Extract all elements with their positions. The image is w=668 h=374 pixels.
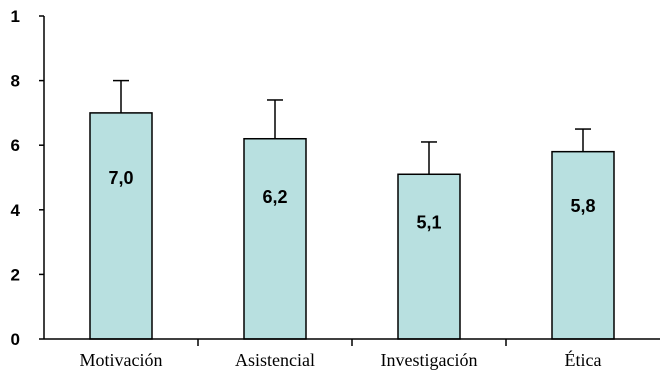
x-tick-label: Ética: [565, 349, 602, 370]
data-labels-group: 7,0 6,2 5,1 5,8: [108, 168, 595, 232]
data-label: 7,0: [108, 168, 133, 188]
data-label: 5,8: [570, 196, 595, 216]
bar-motivación: [89, 112, 153, 340]
x-ticks-group: Motivación Asistencial Investigación Ética: [80, 339, 602, 370]
y-ticks-group: 0 2 4 6 8 1: [11, 7, 44, 349]
data-label: 6,2: [262, 187, 287, 207]
y-tick-label: 2: [11, 265, 20, 284]
x-tick-label: Asistencial: [235, 350, 315, 370]
y-tick-label: 6: [11, 136, 20, 155]
x-tick-label: Motivación: [80, 350, 163, 370]
error-bars-group: [113, 79, 591, 175]
bar-ética: [551, 150, 615, 340]
y-tick-label: 0: [11, 330, 20, 349]
x-tick-label: Investigación: [381, 350, 478, 370]
y-tick-label: 4: [11, 201, 21, 220]
bar-asistencial: [243, 137, 307, 340]
bar-investigación: [397, 173, 461, 340]
data-label: 5,1: [416, 212, 441, 232]
y-tick-label: 8: [11, 72, 20, 91]
y-tick-label: 1: [11, 7, 20, 26]
bars-group: [89, 112, 615, 340]
